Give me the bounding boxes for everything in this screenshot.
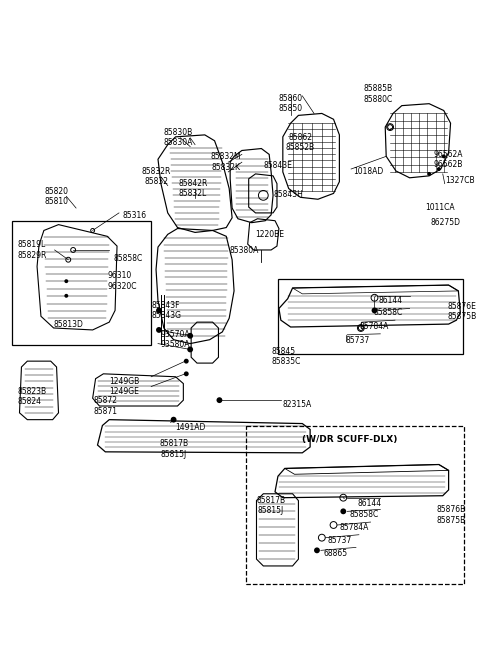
Text: 96310
96320C: 96310 96320C: [107, 271, 137, 291]
Text: 85845
85835C: 85845 85835C: [271, 346, 300, 366]
Text: 85817B
85815J: 85817B 85815J: [256, 496, 286, 515]
Text: 1018AD: 1018AD: [353, 167, 384, 176]
Text: 85862
85852B: 85862 85852B: [286, 133, 315, 153]
Text: 85872
85871: 85872 85871: [94, 396, 118, 416]
Text: 85843F
85843G: 85843F 85843G: [151, 301, 181, 320]
Text: 1011CA: 1011CA: [425, 203, 455, 212]
Text: 85876B
85875B: 85876B 85875B: [437, 506, 466, 525]
Text: 85842R
85832L: 85842R 85832L: [179, 179, 208, 198]
Text: 85858C: 85858C: [113, 254, 143, 263]
Circle shape: [156, 327, 162, 333]
Circle shape: [184, 359, 189, 364]
Text: 86144: 86144: [378, 296, 403, 305]
Text: 85819L
85829R: 85819L 85829R: [18, 240, 47, 259]
Circle shape: [216, 397, 222, 403]
Text: 85876E
85875B: 85876E 85875B: [448, 302, 477, 321]
Circle shape: [64, 294, 68, 298]
Text: 85784A: 85784A: [360, 322, 389, 331]
Text: 85380A: 85380A: [229, 246, 259, 255]
Circle shape: [427, 172, 431, 176]
Text: 85830B
85830A: 85830B 85830A: [164, 128, 193, 147]
Text: 85820
85810: 85820 85810: [45, 187, 69, 206]
Text: 85823B
85824: 85823B 85824: [18, 386, 47, 406]
Circle shape: [156, 307, 162, 313]
Circle shape: [187, 333, 193, 339]
Circle shape: [187, 346, 193, 352]
Bar: [278, 279, 463, 354]
Text: 85737: 85737: [328, 536, 352, 545]
Circle shape: [340, 508, 346, 514]
Text: 85832M
85832K: 85832M 85832K: [211, 153, 241, 172]
Circle shape: [171, 417, 177, 422]
Circle shape: [184, 371, 189, 376]
Text: 1491AD: 1491AD: [176, 422, 206, 432]
Text: 85860
85850: 85860 85850: [278, 94, 303, 113]
Text: 85737: 85737: [345, 336, 370, 345]
Text: 1249GB
1249GE: 1249GB 1249GE: [109, 377, 140, 396]
Text: 93570A
93580A: 93570A 93580A: [161, 330, 191, 349]
Text: 85885B
85880C: 85885B 85880C: [364, 84, 393, 103]
Circle shape: [372, 307, 377, 313]
Text: 85858C: 85858C: [349, 510, 378, 519]
Text: (W/DR SCUFF-DLX): (W/DR SCUFF-DLX): [302, 436, 398, 444]
Text: 86144: 86144: [358, 498, 382, 508]
Circle shape: [314, 548, 320, 553]
Text: 1220BE: 1220BE: [255, 231, 285, 240]
Bar: [12, 221, 151, 345]
Text: 85813D: 85813D: [54, 320, 84, 329]
Text: 85784A: 85784A: [339, 523, 369, 532]
Bar: [246, 426, 464, 584]
Text: 85858C: 85858C: [373, 309, 403, 318]
Text: 85843E: 85843E: [264, 161, 292, 170]
Text: 85832R
85832: 85832R 85832: [141, 167, 171, 187]
Circle shape: [437, 167, 441, 171]
Text: 85316: 85316: [123, 211, 147, 220]
Text: 85817B
85815J: 85817B 85815J: [159, 439, 188, 458]
Text: 86275D: 86275D: [430, 217, 460, 227]
Text: 82315A: 82315A: [283, 400, 312, 409]
Text: 96562A
96562B: 96562A 96562B: [434, 149, 464, 169]
Text: 1327CB: 1327CB: [444, 176, 474, 185]
Circle shape: [64, 279, 68, 283]
Text: 85843H: 85843H: [273, 189, 303, 198]
Circle shape: [442, 155, 446, 159]
Text: 68865: 68865: [324, 550, 348, 558]
